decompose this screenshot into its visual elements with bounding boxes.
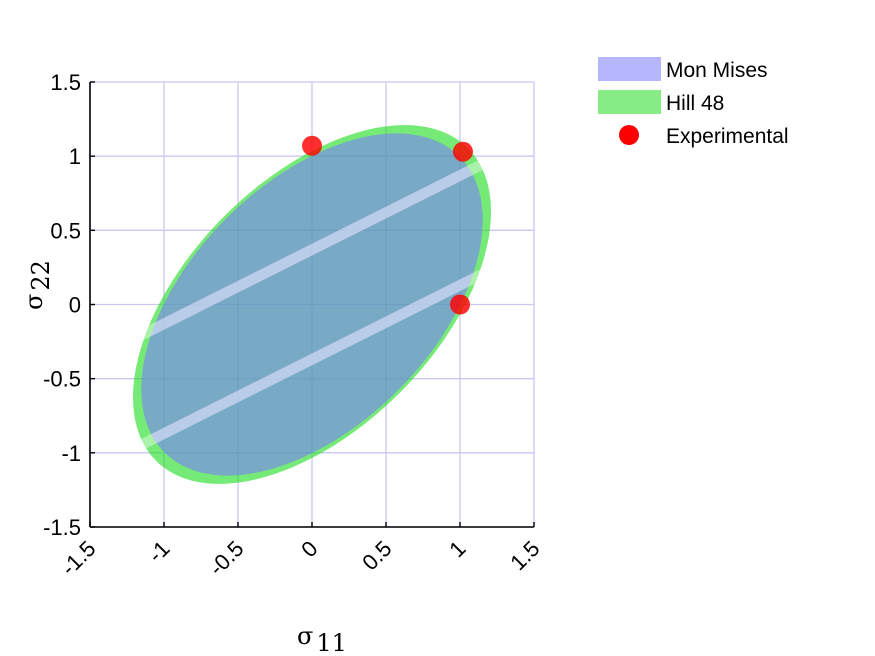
y-tick-label: -1.5 bbox=[43, 515, 81, 540]
legend-marker-experimental bbox=[619, 125, 639, 145]
experimental-point bbox=[302, 135, 322, 156]
surface-band-mon-mises bbox=[141, 133, 483, 404]
x-axis-label: σ 11 bbox=[297, 622, 347, 656]
y-tick-label: 0 bbox=[69, 293, 81, 318]
experimental-points bbox=[302, 135, 473, 315]
legend-label-mon-mises: Mon Mises bbox=[666, 59, 768, 82]
surface-band-mon-mises bbox=[141, 205, 483, 476]
x-tick-label: 1 bbox=[444, 536, 470, 562]
y-axis-label-symbol: σ bbox=[20, 294, 48, 310]
y-tick-label: -0.5 bbox=[43, 367, 81, 392]
surface-mon-mises bbox=[141, 133, 483, 476]
legend-label-experimental: Experimental bbox=[666, 125, 789, 148]
legend-label-hill-48: Hill 48 bbox=[666, 92, 724, 115]
y-tick-label: 0.5 bbox=[50, 218, 81, 243]
x-tick-label: 0.5 bbox=[357, 536, 396, 575]
experimental-point bbox=[452, 141, 473, 162]
surface-band-group-mon-mises bbox=[141, 133, 483, 476]
x-tick-label: 0 bbox=[296, 536, 322, 562]
x-tick-label: -1.5 bbox=[56, 536, 100, 580]
y-axis-label: σ 22 bbox=[20, 260, 55, 310]
y-tick-label: 1 bbox=[69, 144, 81, 169]
legend-swatch-hill-48 bbox=[598, 90, 661, 114]
x-tick-label: 1.5 bbox=[505, 536, 544, 575]
y-tick-label: -1 bbox=[61, 441, 81, 466]
y-tick-label: 1.5 bbox=[50, 70, 81, 95]
x-axis-label-subscript: 11 bbox=[316, 629, 347, 656]
y-axis-label-subscript: 22 bbox=[27, 260, 55, 291]
experimental-point bbox=[450, 294, 470, 315]
x-tick-label: -0.5 bbox=[204, 536, 248, 580]
x-tick-label: -1 bbox=[143, 536, 175, 568]
plot-area bbox=[133, 125, 491, 484]
legend: Mon Mises Hill 48 Experimental bbox=[598, 57, 789, 148]
x-axis-label-symbol: σ bbox=[297, 622, 313, 650]
legend-swatch-mon-mises bbox=[598, 57, 661, 81]
